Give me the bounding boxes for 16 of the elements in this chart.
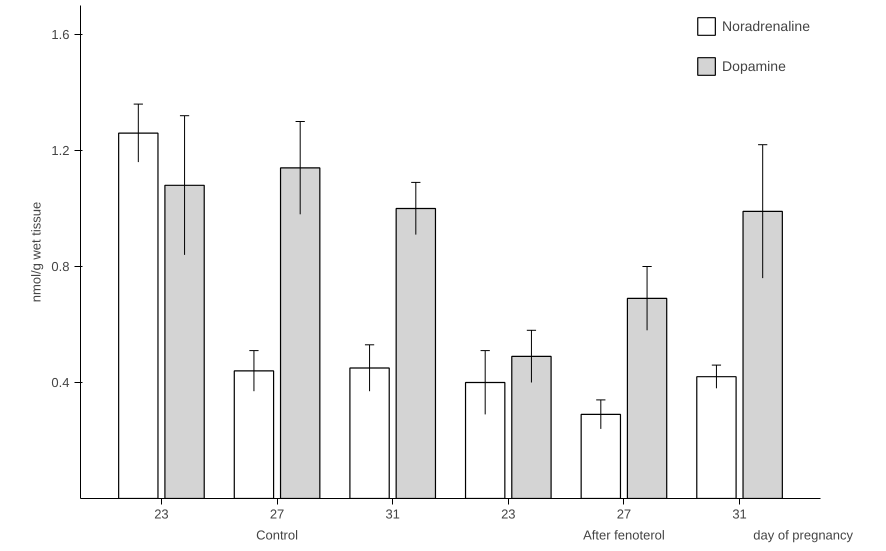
text: Control (256, 528, 298, 542)
y-tick-label: 0.8 (51, 259, 70, 274)
x-tick-label: 23 (154, 506, 169, 522)
x-tick-label: 27 (270, 506, 284, 522)
text: After fenoterol (583, 528, 665, 542)
y-axis-title: nmol/g wet tissue (28, 202, 44, 302)
legend-label: Dopamine (722, 58, 786, 74)
legend-label: Noradrenaline (722, 18, 810, 34)
y-tick-label: 0.4 (51, 375, 70, 390)
x-tick-label: 31 (732, 506, 747, 522)
x-tick-label: 23 (501, 506, 516, 522)
text: day of pregnancy (753, 528, 854, 542)
x-tick-label: 31 (385, 506, 400, 522)
x-tick-label: 27 (616, 506, 632, 522)
y-tick-label: 1.6 (51, 27, 70, 42)
y-tick-label: 1.2 (51, 143, 70, 158)
